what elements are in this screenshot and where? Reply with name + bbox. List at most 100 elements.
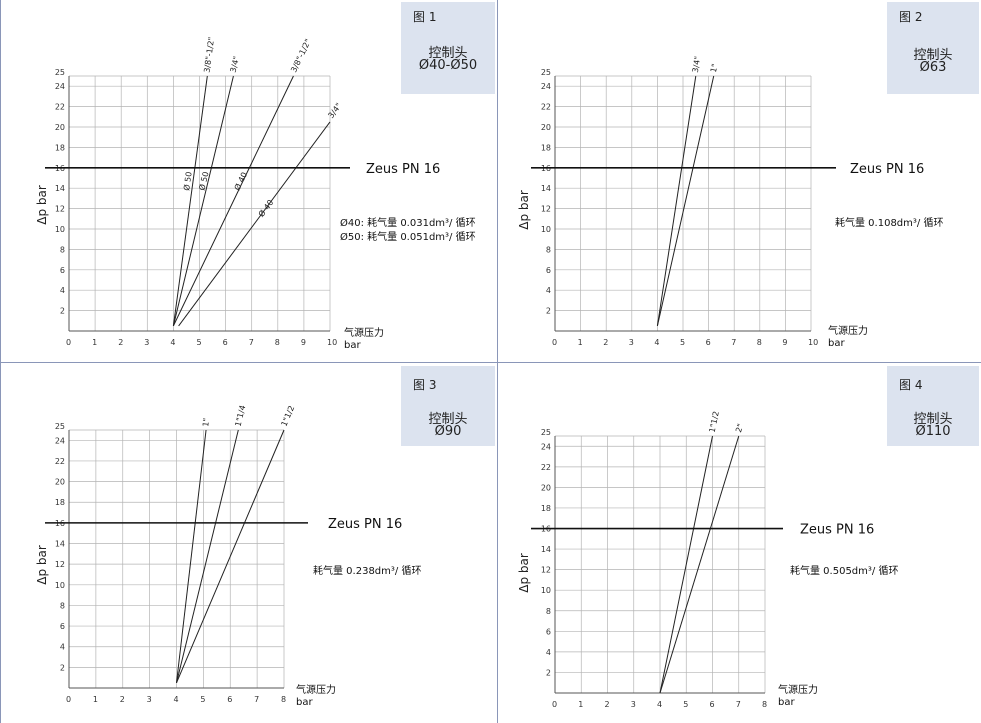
y-tick-label: 10 [541,586,551,595]
x-tick-label: 2 [603,338,608,347]
x-tick-label: 0 [66,338,71,347]
chart-series: 1" 1"1/4 1"1/2 [176,404,297,684]
y-tick-label: 14 [55,540,65,549]
y-axis-label: Δp bar [517,190,531,230]
x-axis-label-unit: bar [344,340,361,351]
series-label: 1" [201,417,211,427]
series-label: 3/4" [326,101,343,120]
series-label: 3/8"-1/2" [289,38,313,74]
series-label: 3/4" [691,56,702,74]
figure-number: 图 4 [899,378,923,392]
y-tick-label: 10 [541,225,551,234]
x-tick-label: 7 [249,338,254,347]
series-line [659,435,713,694]
x-tick-label: 5 [683,700,688,709]
y-tick-label: 18 [55,143,65,152]
series-line [656,75,715,327]
series-line [656,75,697,326]
y-tick-label: 2 [546,307,551,316]
x-tick-label: 3 [144,338,149,347]
figure-tag-4: 图 4 控制头 Ø110 [887,366,979,446]
chart-panel-3: 图 3 控制头 Ø90 0123456782468101214161820222… [0,363,497,723]
x-tick-label: 1 [92,338,97,347]
chart-series: 3/8"-1/2" Ø 50 3/4" Ø 50 3/8"-1/2" Ø 40 3/4" Ø … [172,36,343,327]
chart-svg-1: 0123456789102468101214161820222425 Δp ba… [35,36,476,351]
y-axis-label: Δp bar [35,545,49,585]
series-label: 1"1/2 [280,404,297,427]
x-axis-label-cn: 气源压力 [344,326,384,339]
x-tick-label: 6 [706,338,711,347]
air-consumption-line-1: 耗气量 0.238dm³/ 循环 [313,564,421,577]
x-tick-label: 0 [552,338,557,347]
x-tick-label: 1 [93,695,98,704]
y-tick-label: 6 [546,266,551,275]
control-head-label: 控制头 [913,412,953,427]
y-tick-label: 12 [541,566,551,575]
y-tick-label: 24 [541,82,551,91]
figure-tag-1: 图 1 控制头 Ø40-Ø50 [401,2,495,94]
chart-svg-3: 0123456782468101214161820222425 Δp bar 1… [35,404,421,708]
x-tick-label: 2 [120,695,125,704]
x-tick-label: 8 [275,338,280,347]
y-tick-label: 22 [55,457,65,466]
series-line [178,121,331,327]
pn16-label: Zeus PN 16 [800,523,874,538]
chart-panel-1: 图 1 控制头 Ø40-Ø50 012345678910246810121416… [0,0,497,362]
air-consumption-line-1: 耗气量 0.505dm³/ 循环 [790,564,898,577]
y-tick-label: 10 [55,225,65,234]
y-tick-label: 12 [55,560,65,569]
x-axis-label-cn: 气源压力 [778,683,818,696]
x-tick-label: 5 [200,695,205,704]
figure-number: 图 2 [899,10,923,24]
x-tick-label: 0 [66,695,71,704]
chart-grid [68,75,331,331]
chart-axes: 0123456789102468101214161820222425 [55,68,337,347]
x-tick-label: 8 [762,700,767,709]
series-line [176,429,207,683]
control-head-model: Ø40-Ø50 [418,58,478,73]
y-tick-label: 22 [541,103,551,112]
y-tick-label: 20 [541,483,551,492]
y-tick-label: 25 [55,422,65,431]
air-consumption-line-1: 耗气量 0.108dm³/ 循环 [835,216,943,229]
y-tick-label: 24 [541,442,551,451]
x-tick-label: 9 [301,338,306,347]
y-tick-label: 18 [541,143,551,152]
series-label: 1"1/4 [234,404,248,427]
chart-axes: 0123456789102468101214161820222425 [541,68,818,347]
x-axis-label-cn: 气源压力 [828,324,868,337]
diameter-label: Ø 50 [196,171,210,192]
y-tick-label: 20 [55,478,65,487]
chart-panel-4: 图 4 控制头 Ø110 012345678246810121416182022… [498,363,981,723]
x-axis-label-unit: bar [828,338,845,349]
y-tick-label: 2 [60,663,65,672]
x-tick-label: 7 [736,700,741,709]
chart-grid [554,435,766,693]
y-tick-label: 4 [60,643,65,652]
y-tick-label: 6 [60,266,65,275]
y-tick-label: 2 [546,668,551,677]
pn16-label: Zeus PN 16 [328,517,402,532]
y-tick-label: 14 [55,184,65,193]
series-label: 2" [734,423,745,434]
y-tick-label: 4 [546,286,551,295]
left-border [0,0,1,723]
y-tick-label: 8 [546,607,551,616]
x-tick-label: 8 [757,338,762,347]
series-label: 1" [709,63,720,74]
y-tick-label: 2 [60,307,65,316]
x-tick-label: 6 [227,695,232,704]
y-axis-label: Δp bar [517,553,531,593]
x-tick-label: 3 [631,700,636,709]
horizontal-divider [0,362,981,363]
figure-tag-2: 图 2 控制头 Ø63 [887,2,979,94]
pn16-label: Zeus PN 16 [366,162,440,177]
x-tick-label: 6 [223,338,228,347]
chart-panel-2: 图 2 控制头 Ø63 0123456789102468101214161820… [498,0,981,362]
y-tick-label: 24 [55,436,65,445]
air-consumption-line-1: Ø40: 耗气量 0.031dm³/ 循环 [340,216,476,229]
control-head-label: 控制头 [913,48,953,63]
x-tick-label: 2 [118,338,123,347]
figure-number: 图 3 [413,378,437,392]
series-line [172,75,234,327]
